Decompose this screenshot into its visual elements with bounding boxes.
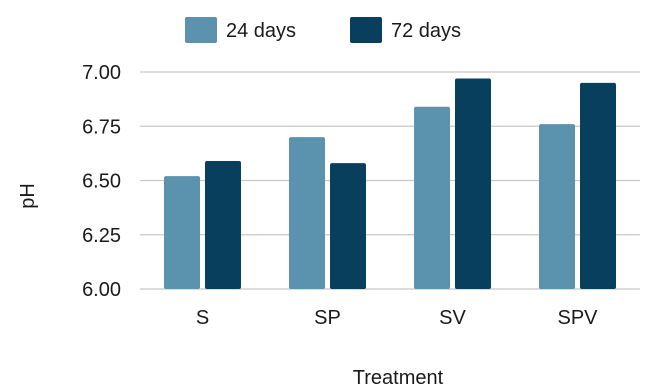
legend-label-1: 24 days [226,20,296,42]
bar-spv-series-2 [580,82,616,289]
bar-sv-series-2 [455,78,491,289]
legend: 24 days 72 days [185,17,461,43]
y-axis-title: pH [17,183,39,209]
bar-spv-series-1 [539,124,575,289]
y-tick-label: 7.00 [82,62,121,84]
bar-s-series-1 [164,176,200,289]
x-tick-labels: S SP SV SPV [196,307,598,329]
bar-s-series-2 [205,160,241,289]
bar-sv-series-1 [414,106,450,289]
legend-swatch-2 [350,17,382,43]
legend-swatch-1 [185,17,217,43]
x-axis-title: Treatment [353,367,444,387]
y-tick-label: 6.50 [82,171,121,193]
bar-sp-series-1 [289,137,325,289]
y-tick-label: 6.25 [82,225,121,247]
x-tick-label: SV [439,307,466,329]
x-tick-label: S [196,307,209,329]
y-tick-label: 6.75 [82,116,121,138]
bar-sp-series-2 [330,163,366,289]
x-tick-label: SPV [557,307,598,329]
bars [164,78,616,289]
legend-label-2: 72 days [391,20,461,42]
x-tick-label: SP [314,307,341,329]
y-tick-labels: 6.00 6.25 6.50 6.75 7.00 [82,62,121,301]
y-tick-label: 6.00 [82,279,121,301]
